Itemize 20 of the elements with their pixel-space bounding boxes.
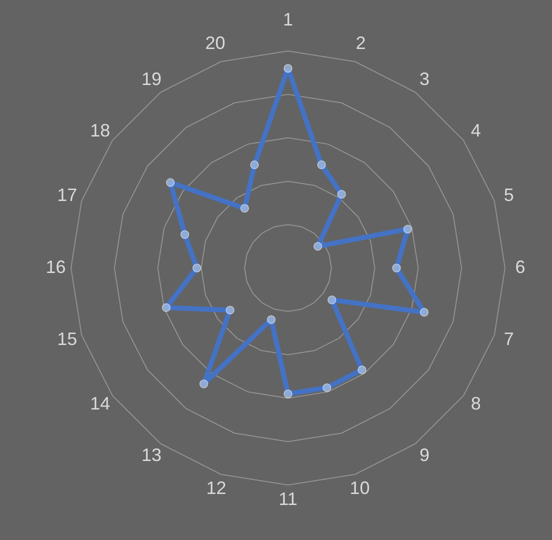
spoke-label: 6 [515, 257, 526, 277]
spoke-label: 9 [419, 444, 430, 465]
spoke-label: 20 [205, 32, 226, 53]
spoke-label: 4 [470, 120, 481, 141]
spoke-label: 15 [57, 328, 78, 349]
spoke-label: 5 [504, 185, 514, 206]
spoke-label: 2 [356, 32, 366, 53]
spoke-label: 12 [206, 478, 226, 498]
spoke-label: 16 [46, 257, 66, 277]
spoke-label: 11 [278, 489, 298, 510]
spoke-label: 8 [470, 393, 481, 414]
spoke-label: 17 [57, 185, 78, 206]
spoke-label: 14 [90, 393, 110, 414]
spoke-label: 1 [282, 10, 294, 30]
spoke-label: 3 [419, 69, 430, 90]
spoke-label: 7 [504, 328, 514, 349]
spoke-label: 13 [142, 444, 162, 465]
spoke-label: 10 [350, 478, 370, 498]
spoke-label: 19 [141, 69, 162, 90]
spoke-label: 18 [90, 120, 110, 141]
